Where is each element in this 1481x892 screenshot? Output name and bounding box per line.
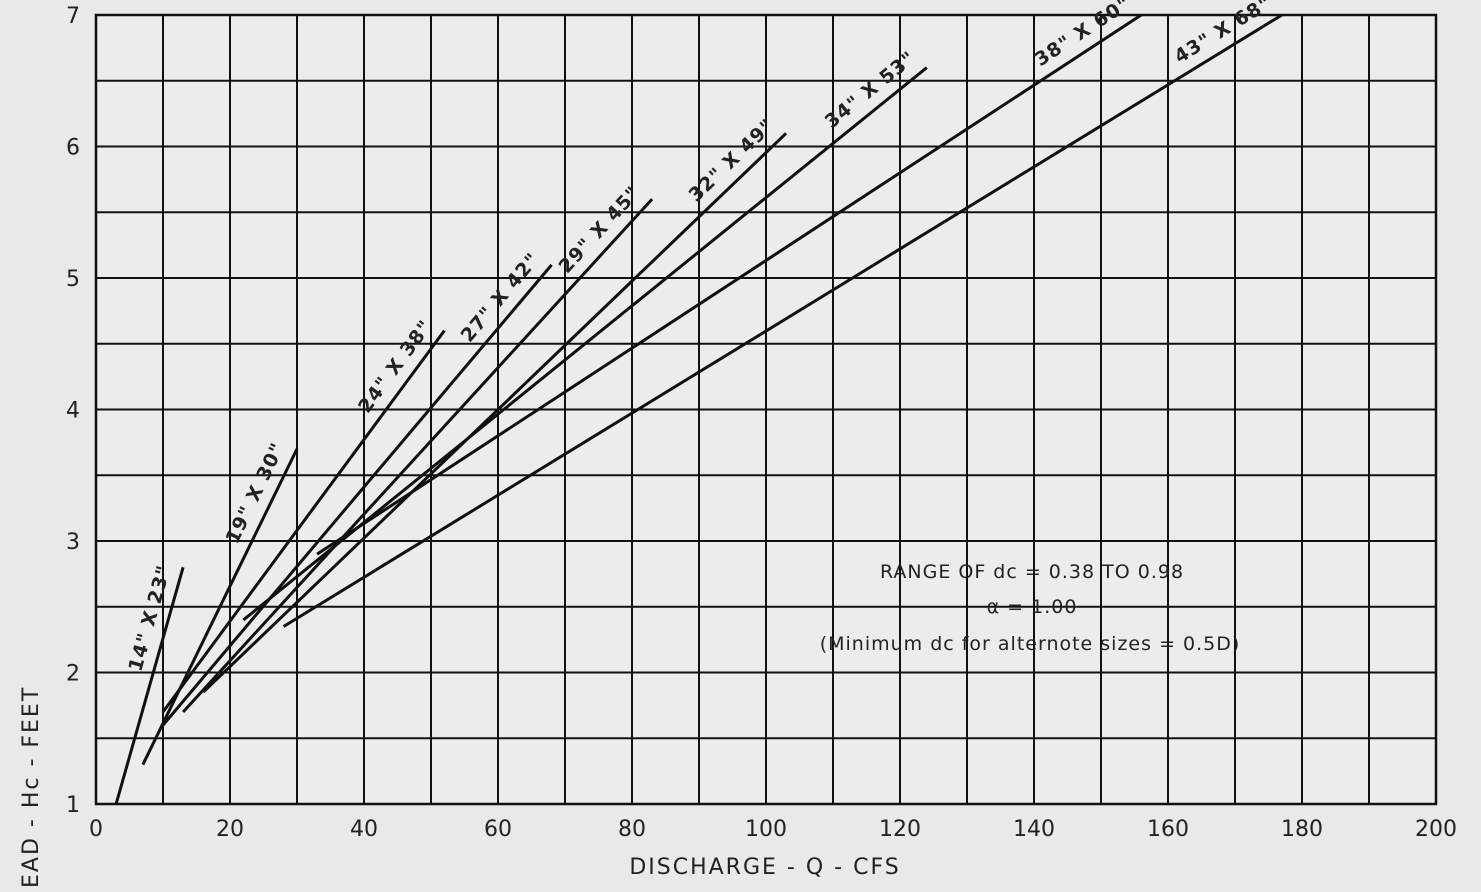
tick-labels: 0 20 40 60 80 100 120 140 160 180 200 1 2 3 4 5 6 7 — [66, 4, 1457, 842]
series-line — [161, 263, 553, 727]
x-tick-label: 40 — [350, 817, 378, 842]
note-range: RANGE OF dc = 0.38 TO 0.98 — [880, 561, 1184, 583]
x-tick-label: 20 — [216, 817, 244, 842]
series-line — [181, 198, 654, 713]
x-tick-label: 140 — [1013, 817, 1055, 842]
x-tick-label: 60 — [484, 817, 512, 842]
series-line — [202, 132, 788, 694]
note-alpha: α = 1.00 — [987, 596, 1078, 618]
y-tick-label: 4 — [66, 399, 80, 424]
y-tick-label: 2 — [66, 662, 80, 687]
x-tick-label: 100 — [745, 817, 787, 842]
series-line — [161, 329, 446, 713]
y-tick-label: 3 — [66, 530, 80, 555]
series-lines — [114, 13, 1283, 805]
y-tick-label: 1 — [66, 793, 80, 818]
series-line — [316, 13, 1143, 556]
y-tick-label: 6 — [66, 136, 80, 161]
x-tick-label: 120 — [879, 817, 921, 842]
series-line — [114, 566, 185, 805]
x-tick-label: 0 — [89, 817, 103, 842]
x-tick-label: 200 — [1415, 817, 1457, 842]
note-minimum: (Minimum dc for alternote sizes = 0.5D) — [820, 633, 1241, 655]
y-tick-label: 7 — [66, 4, 80, 29]
grid — [94, 13, 1438, 806]
series-line — [141, 448, 299, 766]
x-tick-label: 160 — [1147, 817, 1189, 842]
y-axis-title: EAD - Hc - FEET — [19, 686, 44, 888]
series-line — [282, 13, 1283, 628]
x-tick-label: 180 — [1281, 817, 1323, 842]
x-axis-title: DISCHARGE - Q - CFS — [629, 855, 900, 880]
y-tick-label: 5 — [66, 267, 80, 292]
x-tick-label: 80 — [618, 817, 646, 842]
